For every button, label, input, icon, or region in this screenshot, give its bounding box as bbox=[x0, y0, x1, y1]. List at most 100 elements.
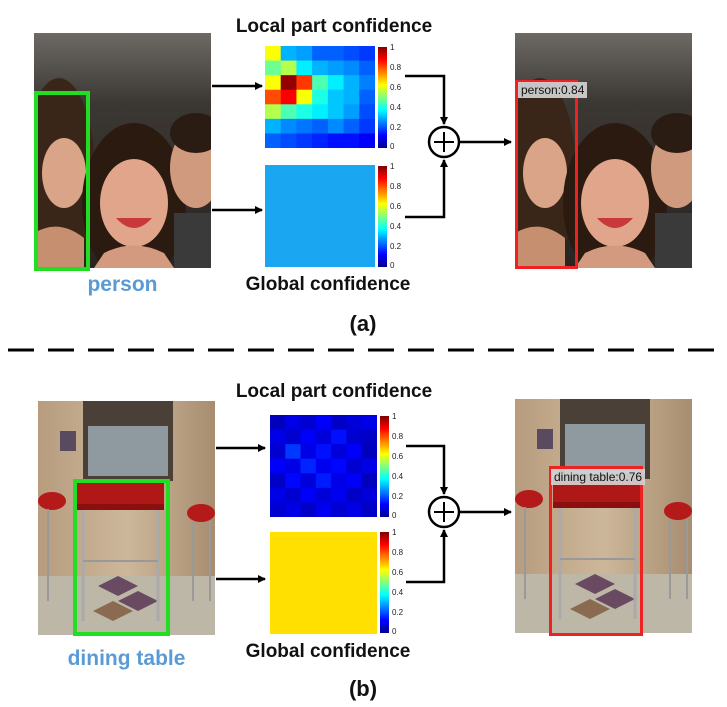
heatmap-cell bbox=[315, 429, 332, 445]
heatmap-cell bbox=[296, 60, 313, 76]
colorbar-tick: 0.4 bbox=[392, 472, 404, 481]
heatmap-cell bbox=[280, 89, 297, 105]
heatmap-cell bbox=[359, 133, 375, 148]
arrow-local-to-fusion-b bbox=[406, 444, 448, 495]
heatmap-cell bbox=[361, 487, 377, 503]
colorbar-tick: 0.2 bbox=[390, 123, 402, 132]
heatmap-cell bbox=[270, 502, 286, 517]
colorbar-tick: 1 bbox=[390, 162, 395, 171]
heatmap-cell bbox=[327, 133, 345, 148]
heatmap-cell bbox=[343, 133, 360, 148]
panel-label-a: (a) bbox=[349, 311, 377, 336]
heatmap-cell bbox=[296, 89, 313, 105]
colorbar-global-b bbox=[380, 532, 389, 633]
colorbar-ticks-local-b: 1 0.8 0.6 0.4 0.2 0 bbox=[392, 412, 412, 522]
input-photo-person bbox=[34, 33, 211, 268]
heatmap-cell bbox=[331, 487, 347, 503]
heatmap-cell bbox=[280, 75, 297, 91]
colorbar-tick: 0.2 bbox=[392, 608, 404, 617]
colorbar-tick: 0.4 bbox=[392, 588, 404, 597]
colorbar-tick: 0.8 bbox=[392, 548, 404, 557]
global-title-a: Global confidence bbox=[245, 274, 411, 295]
colorbar-tick: 0 bbox=[392, 511, 397, 520]
heatmap-cell bbox=[300, 487, 317, 503]
fusion-plus-icon-a bbox=[427, 125, 461, 159]
heatmap-cell bbox=[315, 487, 332, 503]
output-box-person bbox=[515, 80, 578, 269]
heatmap-cell bbox=[285, 473, 302, 489]
heatmap-cell bbox=[331, 473, 347, 489]
heatmap-cell bbox=[331, 458, 347, 474]
heatmap-cell bbox=[296, 46, 313, 62]
heatmap-cell bbox=[327, 89, 345, 105]
colorbar-ticks-local-a: 1 0.8 0.6 0.4 0.2 0 bbox=[390, 43, 410, 153]
class-label-person: person bbox=[87, 273, 158, 296]
heatmap-cell bbox=[280, 118, 297, 134]
colorbar-tick: 1 bbox=[392, 412, 397, 421]
heatmap-cell bbox=[265, 118, 282, 134]
local-confidence-heatmap-b bbox=[270, 415, 377, 517]
detection-label-dining-table: dining table:0.76 bbox=[551, 469, 646, 485]
local-title-b: Local part confidence bbox=[235, 381, 433, 402]
heatmap-cell bbox=[265, 89, 282, 105]
heatmap-cell bbox=[361, 429, 377, 445]
heatmap-cell bbox=[343, 46, 360, 62]
photo-people-illustration bbox=[34, 33, 211, 268]
photo-kitchen-illustration bbox=[38, 401, 215, 635]
heatmap-cell bbox=[300, 429, 317, 445]
heatmap-cell bbox=[361, 502, 377, 517]
heatmap-cell bbox=[327, 75, 345, 91]
heatmap-cell bbox=[359, 75, 375, 91]
heatmap-cell bbox=[312, 89, 329, 105]
local-title-a: Local part confidence bbox=[235, 16, 433, 37]
input-box-dining-table bbox=[73, 479, 170, 636]
heatmap-cell bbox=[359, 89, 375, 105]
heatmap-cell bbox=[343, 89, 360, 105]
heatmap-cell bbox=[270, 415, 286, 431]
heatmap-cell bbox=[346, 458, 363, 474]
colorbar-tick: 0.6 bbox=[392, 452, 404, 461]
colorbar-tick: 0.6 bbox=[392, 568, 404, 577]
heatmap-cell bbox=[296, 104, 313, 120]
arrow-global-to-fusion-b bbox=[406, 529, 448, 584]
heatmap-cell bbox=[359, 60, 375, 76]
heatmap-cell bbox=[280, 133, 297, 148]
input-box-person bbox=[34, 91, 90, 271]
heatmap-cell bbox=[361, 444, 377, 460]
heatmap-cell bbox=[312, 118, 329, 134]
heatmap-cell bbox=[296, 133, 313, 148]
heatmap-cell bbox=[265, 75, 282, 91]
class-label-dining-table: dining table bbox=[67, 647, 186, 670]
colorbar-tick: 1 bbox=[392, 528, 397, 537]
detection-label-person: person:0.84 bbox=[518, 82, 588, 98]
heatmap-cell bbox=[331, 502, 347, 517]
colorbar-tick: 0 bbox=[390, 261, 395, 270]
colorbar-local-b bbox=[380, 416, 389, 517]
heatmap-cell bbox=[343, 104, 360, 120]
heatmap-cell bbox=[346, 487, 363, 503]
panel-label-b: (b) bbox=[348, 676, 378, 701]
global-confidence-map-b bbox=[270, 532, 377, 634]
colorbar-tick: 0.4 bbox=[390, 222, 402, 231]
colorbar-tick: 0 bbox=[392, 627, 397, 636]
colorbar-tick: 0.8 bbox=[390, 63, 402, 72]
heatmap-cell bbox=[280, 60, 297, 76]
colorbar-tick: 0.8 bbox=[392, 432, 404, 441]
colorbar-tick: 1 bbox=[390, 43, 395, 52]
heatmap-cell bbox=[312, 104, 329, 120]
heatmap-cell bbox=[346, 473, 363, 489]
local-confidence-heatmap-a bbox=[265, 46, 375, 148]
heatmap-cell bbox=[270, 444, 286, 460]
colorbar-local-a bbox=[378, 47, 387, 148]
heatmap-cell bbox=[346, 444, 363, 460]
heatmap-cell bbox=[285, 415, 302, 431]
colorbar-tick: 0.8 bbox=[390, 182, 402, 191]
heatmap-cell bbox=[346, 429, 363, 445]
heatmap-cell bbox=[285, 458, 302, 474]
heatmap-cell bbox=[265, 46, 282, 62]
heatmap-cell bbox=[270, 458, 286, 474]
heatmap-cell bbox=[331, 444, 347, 460]
heatmap-cell bbox=[327, 46, 345, 62]
heatmap-cell bbox=[315, 444, 332, 460]
